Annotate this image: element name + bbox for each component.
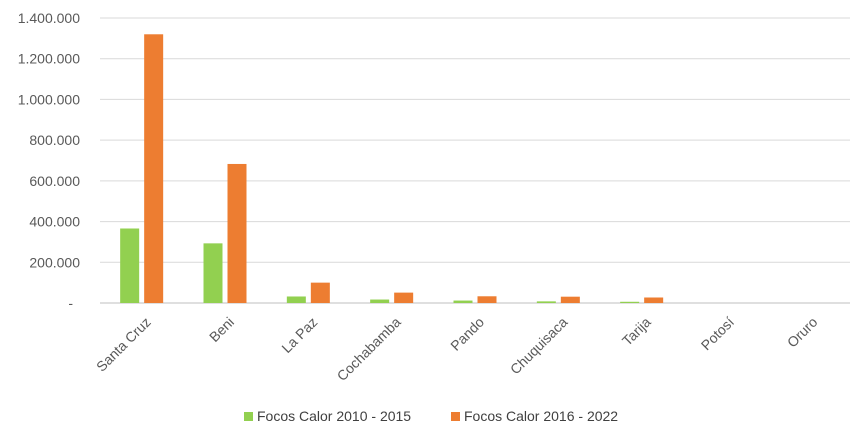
bar-2010-2015 [370,299,390,303]
y-tick-label: 1.000.000 [18,91,80,107]
x-axis-tick-labels: Santa Cruz Beni La Paz Cochabamba Pando Chuqu… [93,314,821,384]
legend: Focos Calor 2010 - 2015 Focos Calor 2016 … [244,408,618,424]
x-tick-label: Cochabamba [334,314,404,384]
x-tick-label: Pando [447,314,487,354]
bars [120,34,664,304]
bar-2010-2015 [620,301,640,303]
bar-2016-2022 [144,34,164,304]
x-tick-label: Tarija [619,314,654,349]
bar-2016-2022 [310,282,330,303]
x-tick-label: La Paz [278,314,320,356]
bar-2010-2015 [453,300,473,303]
legend-swatch [244,412,253,421]
y-tick-label: 600.000 [29,173,80,189]
x-tick-label: Potosí [698,314,737,353]
y-tick-label: - [68,295,73,311]
x-tick-label: Santa Cruz [93,314,154,375]
bar-2016-2022 [644,297,664,303]
y-axis-tick-labels: - 200.000 400.000 600.000 800.000 1.000.000 1.… [18,10,81,311]
y-tick-label: 800.000 [29,132,80,148]
bar-2010-2015 [203,243,223,303]
gridlines [100,17,850,304]
legend-swatch [451,412,460,421]
bar-2016-2022 [477,296,497,303]
bar-2010-2015 [536,301,556,303]
y-tick-label: 1.200.000 [18,51,80,67]
bar-2016-2022 [394,292,414,303]
bar-2010-2015 [120,228,140,303]
x-tick-label: Chuquisaca [507,314,571,378]
x-tick-label: Beni [206,314,237,345]
y-tick-label: 1.400.000 [18,10,80,26]
x-tick-label: Oruro [784,314,821,351]
bar-2010-2015 [286,296,306,303]
y-tick-label: 200.000 [29,254,80,270]
y-tick-label: 400.000 [29,214,80,230]
legend-label: Focos Calor 2010 - 2015 [257,408,411,424]
bar-2016-2022 [560,296,580,303]
legend-label: Focos Calor 2016 - 2022 [464,408,618,424]
bar-2016-2022 [227,163,247,303]
